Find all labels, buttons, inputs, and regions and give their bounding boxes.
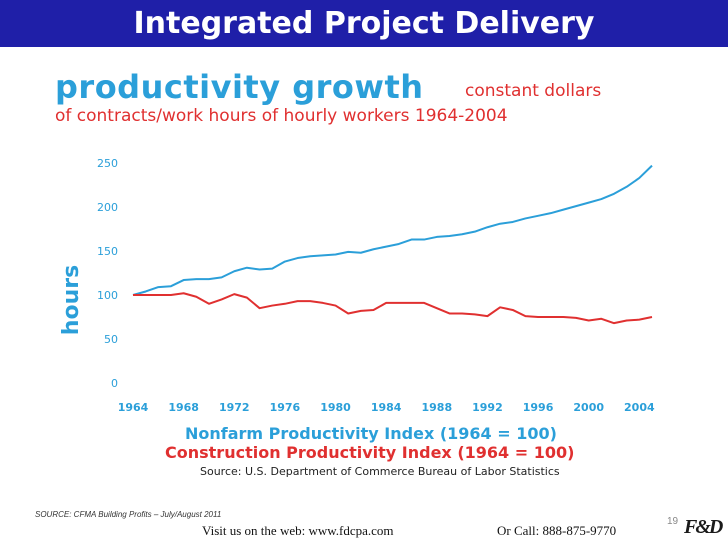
slide-title-bar: Integrated Project Delivery — [0, 0, 728, 47]
y-tick-label: 150 — [97, 245, 118, 258]
slide-title: Integrated Project Delivery — [133, 6, 595, 41]
y-tick-label: 0 — [111, 377, 118, 390]
x-tick-label: 2000 — [573, 401, 604, 414]
footer-phone: Or Call: 888-875-9770 — [497, 523, 617, 538]
y-tick-label: 200 — [97, 201, 118, 214]
x-tick-label: 1984 — [371, 401, 402, 414]
chart-series — [132, 164, 653, 325]
chart-title-suffix: constant dollars — [465, 81, 602, 101]
company-logo: F&D — [684, 516, 723, 538]
slide-source-note: SOURCE: CFMA Building Profits – July/Aug… — [35, 510, 222, 519]
chart-title: productivity growth — [55, 68, 424, 106]
x-axis-ticks: 1964 1968 1972 1976 1980 1984 1988 1992 1996 2000… — [118, 401, 655, 414]
x-tick-label: 2004 — [624, 401, 655, 414]
chart-source: Source: U.S. Department of Commerce Bure… — [200, 465, 560, 478]
page-number: 19 — [667, 516, 679, 527]
series-line-construction — [133, 292, 653, 325]
legend-construction: Construction Productivity Index (1964 = … — [165, 443, 575, 462]
x-tick-label: 1988 — [421, 401, 452, 414]
chart-subtitle: of contracts/work hours of hourly worker… — [55, 106, 508, 126]
series-line-nonfarm — [132, 164, 653, 296]
x-tick-label: 1968 — [168, 401, 199, 414]
x-tick-label: 1972 — [219, 401, 250, 414]
footer-website-link[interactable]: Visit us on the web: www.fdcpa.com — [202, 523, 394, 538]
y-axis-ticks: 0 50 100 150 200 250 — [97, 157, 118, 390]
x-tick-label: 1996 — [523, 401, 554, 414]
y-tick-label: 50 — [104, 333, 118, 346]
legend-nonfarm: Nonfarm Productivity Index (1964 = 100) — [185, 424, 557, 443]
x-tick-label: 1980 — [320, 401, 351, 414]
y-axis-label: hours — [59, 265, 84, 335]
x-tick-label: 1992 — [472, 401, 503, 414]
x-tick-label: 1976 — [270, 401, 301, 414]
y-tick-label: 100 — [97, 289, 118, 302]
x-tick-label: 1964 — [118, 401, 149, 414]
y-tick-label: 250 — [97, 157, 118, 170]
